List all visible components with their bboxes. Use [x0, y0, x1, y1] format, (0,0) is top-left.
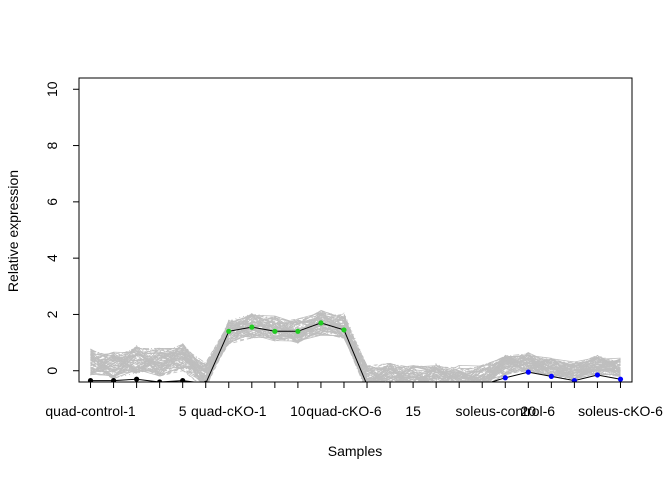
highlight-point	[594, 372, 601, 378]
background-series-line	[90, 314, 621, 382]
x-tick-label: quad-cKO-6	[306, 403, 382, 419]
background-series-group	[90, 309, 621, 382]
y-tick-label: 2	[44, 310, 60, 318]
background-series-line	[90, 317, 621, 382]
background-series-line	[90, 313, 621, 382]
background-series-line	[90, 316, 621, 382]
x-tick-label: 5	[179, 403, 187, 419]
highlight-point	[249, 324, 255, 330]
background-series-line	[90, 318, 621, 382]
y-tick-label: 6	[44, 198, 60, 206]
y-axis-label: Relative expression	[5, 170, 21, 292]
highlight-point	[110, 377, 117, 382]
background-series-line	[90, 323, 621, 382]
highlight-point	[318, 320, 324, 326]
x-tick-label: 15	[405, 403, 421, 419]
background-series-line	[90, 311, 621, 381]
highlight-point	[617, 376, 624, 382]
highlight-point	[341, 327, 347, 333]
plot-frame	[78, 77, 633, 383]
x-tick-label: quad-cKO-1	[191, 403, 267, 419]
y-tick-label: 0	[44, 367, 60, 375]
highlight-point	[525, 369, 531, 375]
x-axis-label: Samples	[328, 443, 382, 459]
background-series-line	[90, 318, 621, 382]
highlight-series-line	[90, 322, 621, 382]
y-tick-label: 10	[44, 81, 60, 97]
highlight-point	[548, 373, 554, 379]
background-series-line	[90, 313, 621, 382]
x-tick-label: soleus-cKO-6	[578, 403, 663, 419]
background-series-line	[90, 316, 621, 382]
background-series-line	[90, 314, 621, 382]
highlight-point	[571, 377, 577, 382]
highlight-point	[502, 375, 508, 381]
highlight-series-group	[87, 320, 624, 382]
background-series-line	[90, 310, 621, 382]
x-tick-label: 20	[521, 403, 537, 419]
x-tick-label: quad-control-1	[45, 403, 135, 419]
highlight-point	[134, 376, 140, 382]
background-series-line	[90, 321, 621, 382]
x-tick-label: soleus-control-6	[455, 403, 555, 419]
highlight-point	[272, 328, 278, 334]
y-tick-label: 4	[44, 254, 60, 262]
highlight-point	[226, 328, 232, 334]
x-tick-label: 10	[290, 403, 306, 419]
background-series-line	[90, 310, 621, 382]
y-tick-label: 8	[44, 141, 60, 149]
highlight-point	[295, 328, 301, 334]
highlight-point	[157, 379, 163, 382]
highlight-point	[180, 377, 186, 382]
highlight-point	[87, 377, 94, 382]
background-series-line	[90, 322, 621, 382]
